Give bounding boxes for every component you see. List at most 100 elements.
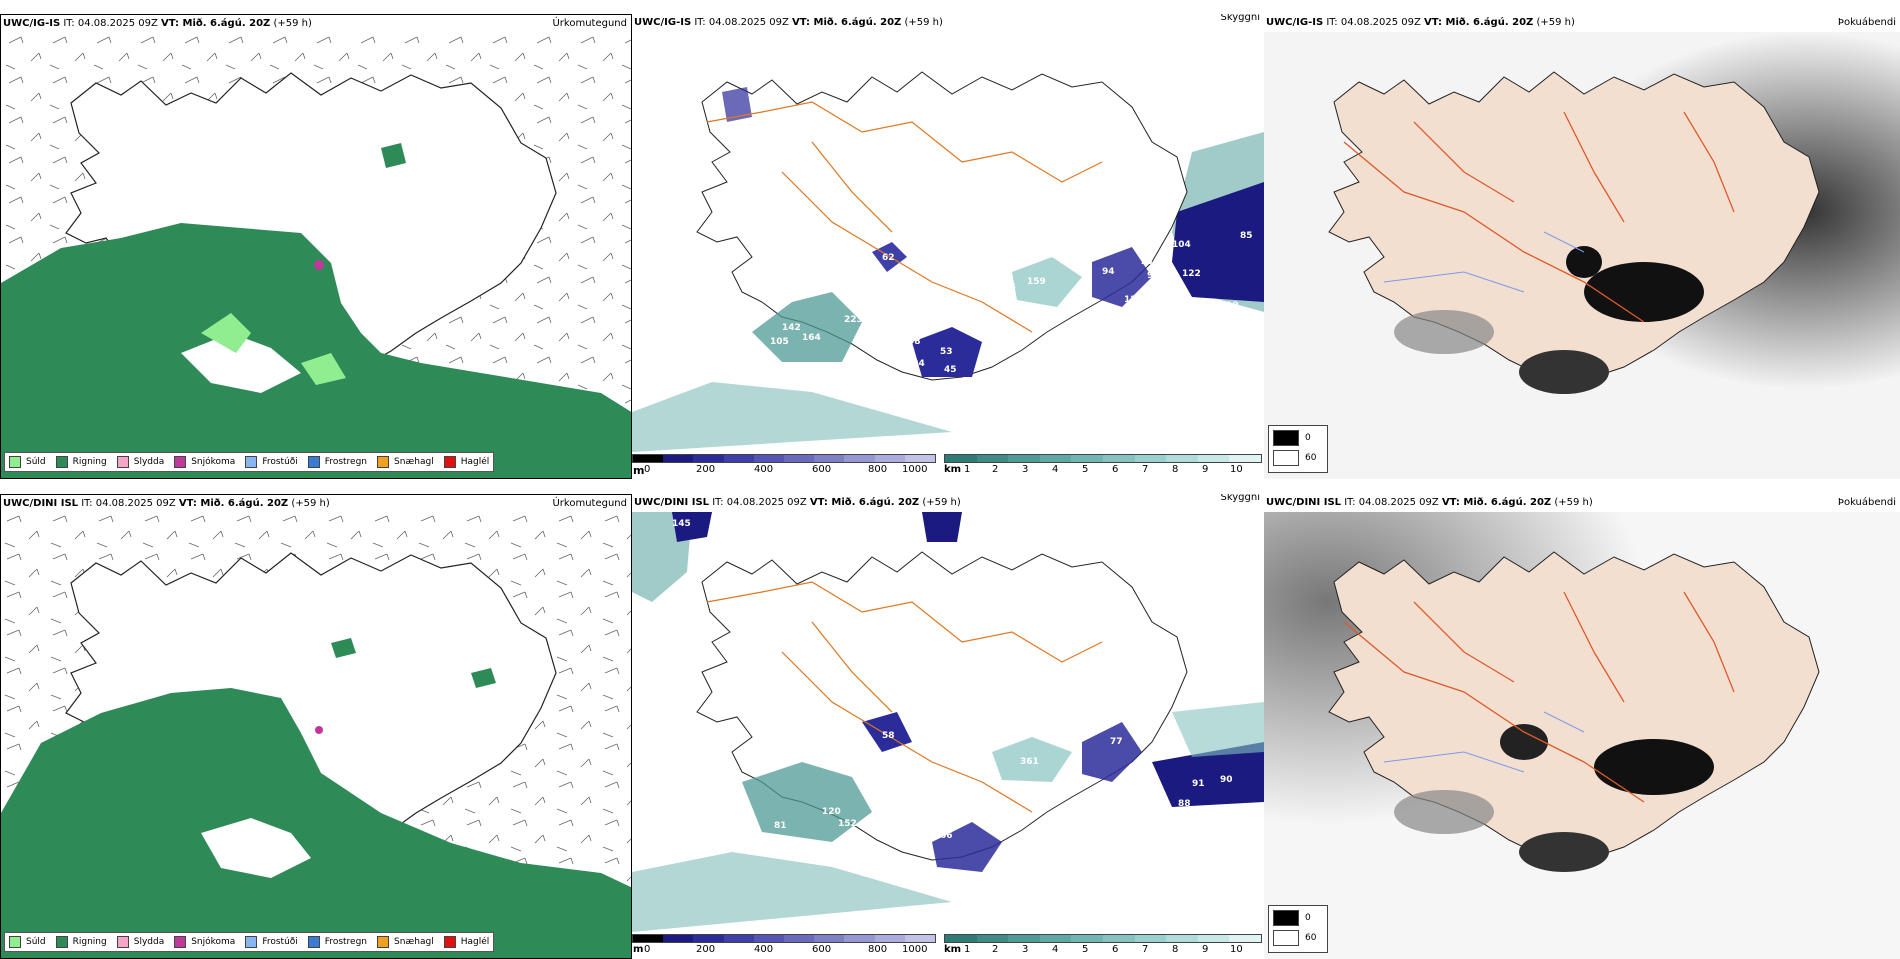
label-146: 146 bbox=[997, 283, 1016, 293]
label-66: 66 bbox=[940, 831, 953, 841]
colorbar-swatch bbox=[1008, 935, 1040, 942]
colorbar-swatch bbox=[1229, 455, 1261, 462]
visibility-ticks: km 1 2 3 4 5 6 7 8 9 10 bbox=[944, 464, 1243, 475]
cloudbase-labels: 145 96 93 58 68 361 77 96 91 90 88 190 1… bbox=[672, 519, 1233, 881]
label-94b: 94 bbox=[1147, 271, 1160, 281]
cloudbase-map: 62 159 146 94 104 74 94 122 85 128 132 9… bbox=[632, 71, 1264, 452]
cloudbase-visibility-panel-bottom: UWC/DINI ISL IT: 04.08.2025 09Z VT: Mið.… bbox=[632, 494, 1264, 959]
label-88: 88 bbox=[1178, 799, 1191, 809]
colorbar-swatch bbox=[814, 455, 845, 462]
fog-indicator-panel-top: UWC/IG-IS IT: 04.08.2025 09Z VT: Mið. 6.… bbox=[1264, 14, 1900, 479]
colorbar-swatch bbox=[663, 455, 694, 462]
label-70: 70 bbox=[914, 845, 927, 855]
label-94a: 94 bbox=[1102, 267, 1115, 277]
colorbar-swatch bbox=[904, 935, 936, 942]
legend-item-frostudi: Frostúði bbox=[245, 456, 298, 468]
label-53: 53 bbox=[954, 871, 967, 881]
panel-title: Þokuábendi bbox=[1837, 497, 1896, 508]
label-164: 164 bbox=[802, 333, 821, 343]
legend-item-haglel: Haglél bbox=[443, 936, 489, 948]
cloudbase-map: 145 96 93 58 68 361 77 96 91 90 88 190 1… bbox=[632, 512, 1264, 932]
label-104: 104 bbox=[1172, 240, 1191, 250]
colorbar-swatch bbox=[814, 935, 845, 942]
label-84: 84 bbox=[904, 821, 917, 831]
label-96a: 96 bbox=[1094, 623, 1107, 633]
label-76: 76 bbox=[922, 861, 935, 871]
label-145: 145 bbox=[672, 519, 691, 529]
label-77: 77 bbox=[1110, 737, 1123, 747]
precip-type-panel-bottom: UWC/DINI ISL IT: 04.08.2025 09Z VT: Mið.… bbox=[0, 494, 632, 959]
colorbar-swatch bbox=[945, 455, 977, 462]
fog-legend: 0 60 bbox=[1268, 905, 1328, 953]
label-122: 122 bbox=[1182, 269, 1201, 279]
colorbar-swatch bbox=[1039, 455, 1072, 462]
label-91: 91 bbox=[1192, 779, 1205, 789]
panel-title: Úrkomutegund bbox=[552, 18, 627, 29]
panel-header: UWC/IG-IS IT: 04.08.2025 09Z VT: Mið. 6.… bbox=[634, 17, 943, 28]
label-51: 51 bbox=[936, 381, 949, 391]
legend-item-frostregn: Frostregn bbox=[307, 456, 367, 468]
legend-item-slydda: Slydda bbox=[116, 936, 164, 948]
panel-title: Þokuábendi bbox=[1837, 17, 1896, 28]
label-97: 97 bbox=[1218, 329, 1231, 339]
visibility-colorbar: km 1 2 3 4 5 6 7 8 9 10 bbox=[944, 934, 1262, 956]
colorbar-swatch bbox=[1102, 935, 1135, 942]
label-93: 93 bbox=[972, 647, 985, 657]
label-128: 128 bbox=[1124, 295, 1143, 305]
label-74: 74 bbox=[1140, 257, 1153, 267]
label-58: 58 bbox=[882, 731, 895, 741]
legend-item-sudl: Súld bbox=[9, 936, 46, 948]
label-99: 99 bbox=[1128, 313, 1141, 323]
colorbar-swatch bbox=[844, 455, 875, 462]
panel-title: Skyggni bbox=[1220, 14, 1260, 23]
cloudbase-labels: 62 159 146 94 104 74 94 122 85 128 132 9… bbox=[770, 231, 1253, 391]
colorbar-swatch bbox=[1166, 935, 1198, 942]
visibility-colorbar-swatches bbox=[944, 454, 1262, 463]
legend-item-slydda: Slydda bbox=[116, 456, 164, 468]
label-98: 98 bbox=[908, 337, 921, 347]
cloudbase-visibility-panel-top: UWC/IG-IS IT: 04.08.2025 09Z VT: Mið. 6.… bbox=[632, 14, 1264, 479]
label-68: 68 bbox=[947, 715, 960, 725]
label-48: 48 bbox=[918, 379, 931, 389]
label-361: 361 bbox=[1020, 757, 1039, 767]
fog-legend-item-0: 0 bbox=[1269, 906, 1327, 926]
legend-item-sudl: Súld bbox=[9, 456, 46, 468]
precip-map bbox=[1, 513, 631, 958]
colorbar-swatch bbox=[693, 935, 724, 942]
label-45: 45 bbox=[944, 365, 957, 375]
cloudbase-colorbar-swatches bbox=[632, 934, 936, 943]
panel-title: Úrkomutegund bbox=[552, 498, 627, 509]
colorbar-swatch bbox=[1166, 455, 1198, 462]
legend-item-rigning: Rigning bbox=[55, 456, 107, 468]
colorbar-swatch bbox=[904, 455, 936, 462]
panel-header: UWC/IG-IS IT: 04.08.2025 09Z VT: Mið. 6.… bbox=[3, 18, 312, 29]
colorbar-swatch bbox=[1071, 935, 1103, 942]
panel-header: UWC/DINI ISL IT: 04.08.2025 09Z VT: Mið.… bbox=[3, 498, 330, 509]
colorbar-swatch bbox=[1134, 935, 1167, 942]
legend-item-snjokoma: Snjókoma bbox=[174, 936, 235, 948]
label-204: 204 bbox=[906, 359, 925, 369]
legend-item-snjokoma: Snjókoma bbox=[174, 456, 235, 468]
cloudbase-ticks: m 0 200 400 600 800 1000 bbox=[633, 464, 928, 477]
fog-legend-item-0: 0 bbox=[1269, 426, 1327, 446]
visibility-ticks: km 1 2 3 4 5 6 7 8 9 10 bbox=[944, 944, 1243, 955]
colorbar-swatch bbox=[784, 455, 815, 462]
legend-item-snaehagl: Snæhagl bbox=[377, 936, 434, 948]
label-159: 159 bbox=[1027, 277, 1046, 287]
colorbar-swatch bbox=[1039, 935, 1072, 942]
colorbar-swatch bbox=[693, 455, 724, 462]
colorbar-swatch bbox=[663, 935, 694, 942]
colorbar-swatch bbox=[1071, 455, 1103, 462]
label-91: 91 bbox=[1168, 323, 1181, 333]
label-81: 81 bbox=[774, 821, 787, 831]
label-152: 152 bbox=[838, 819, 857, 829]
cloudbase-ticks: m 0 200 400 600 800 1000 bbox=[633, 944, 928, 955]
fog-legend-item-60: 60 bbox=[1269, 446, 1327, 466]
legend-item-rigning: Rigning bbox=[55, 936, 107, 948]
precip-type-legend: Súld Rigning Slydda Snjókoma Frostúði Fr… bbox=[4, 452, 495, 472]
fog-legend: 0 60 bbox=[1268, 425, 1328, 473]
visibility-colorbar: km 1 2 3 4 5 6 7 8 9 10 bbox=[944, 454, 1262, 476]
label-223: 223 bbox=[844, 315, 863, 325]
label-62: 62 bbox=[882, 253, 895, 263]
colorbar-swatch bbox=[1008, 455, 1040, 462]
